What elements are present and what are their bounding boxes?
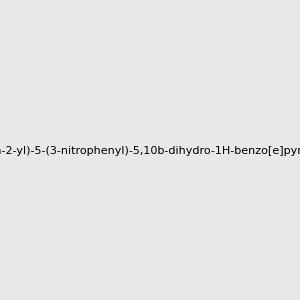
Text: 9-Bromo-2-(naphthalen-2-yl)-5-(3-nitrophenyl)-5,10b-dihydro-1H-benzo[e]pyrazolo[: 9-Bromo-2-(naphthalen-2-yl)-5-(3-nitroph… (0, 146, 300, 157)
